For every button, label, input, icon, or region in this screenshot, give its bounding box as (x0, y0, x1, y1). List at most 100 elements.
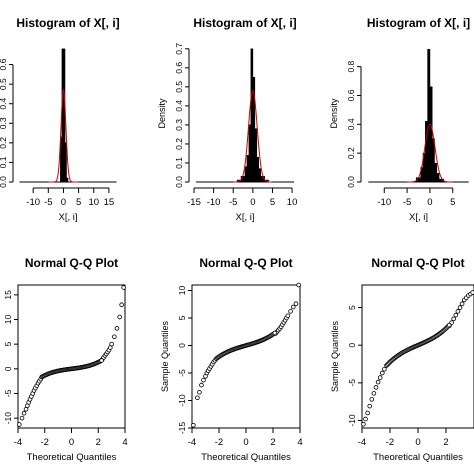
qq-point (285, 313, 291, 319)
qq-point (451, 316, 457, 322)
y-tick-label: 0.0 (346, 176, 356, 188)
y-axis: 0.0 0.2 0.4 0.6 0.8 (346, 60, 362, 188)
y-tick-label: -10 (3, 412, 13, 425)
qq-point (293, 301, 299, 307)
x-axis-label: X[, i] (58, 212, 77, 223)
y-tick-label: 0.6 (174, 62, 184, 74)
qq-point (99, 358, 104, 363)
x-axis: -4 -2 0 2 4 (188, 427, 303, 448)
qq-point (195, 395, 200, 401)
qq-point (19, 415, 25, 421)
x-tick-label: -15 (187, 197, 201, 208)
y-tick-label: -5 (347, 379, 357, 387)
qq-point (119, 302, 124, 308)
x-tick-label: 0 (415, 437, 420, 448)
y-tick-label: 0.2 (174, 138, 184, 150)
x-tick-label: -2 (41, 437, 49, 448)
x-tick-label: -10 (207, 197, 221, 208)
density-curve (233, 90, 273, 183)
plot-frame (361, 284, 474, 429)
qq-point (109, 341, 114, 347)
x-tick-label: -5 (44, 197, 52, 208)
x-tick-label: -10 (26, 197, 40, 208)
qq-point (375, 379, 381, 385)
histogram-bar (431, 138, 435, 183)
qq-point (117, 314, 122, 320)
x-tick-label: 0 (61, 197, 66, 208)
y-tick-label: -15 (177, 422, 187, 435)
chart-title: Normal Q-Q Plot (371, 256, 464, 270)
y-tick-label: 0 (347, 343, 357, 348)
y-tick-label: 5 (347, 305, 357, 310)
y-axis: -10 -5 0 5 (347, 305, 363, 427)
plot-frame (17, 284, 126, 429)
y-axis-label: Sample Quantiles (160, 320, 170, 392)
x-axis-label: X[, i] (235, 212, 254, 223)
panel-1: Histogram of X[, i] -10 -5 0 5 10 15 X[, i] 0.00… (0, 16, 120, 223)
x-tick-label: 2 (270, 437, 275, 448)
x-tick-label: -5 (403, 197, 411, 208)
x-tick-label: 15 (104, 197, 115, 208)
histogram-bars (415, 49, 444, 183)
y-tick-label: 0.3 (174, 119, 184, 131)
qq-point (191, 422, 196, 428)
qq-point (272, 330, 278, 336)
x-axis: -10 -5 0 5 (377, 187, 455, 208)
x-tick-label: 0 (427, 197, 432, 208)
x-tick-label: 10 (287, 197, 298, 208)
x-tick-label: 0 (243, 437, 248, 448)
qq-points (361, 290, 474, 427)
qq-point (201, 377, 206, 383)
x-tick-label: -2 (215, 437, 223, 448)
y-tick-label: -5 (3, 389, 13, 397)
y-tick-label: 0.2 (346, 147, 356, 159)
y-tick-label: -5 (177, 369, 187, 377)
panel-4: Normal Q-Q Plot -4 -2 0 2 4 Theoretical Quanti… (3, 256, 128, 463)
y-tick-label: -10 (177, 394, 187, 407)
y-tick-label: 5 (3, 342, 13, 347)
y-axis: -10 -5 0 5 10 15 (3, 290, 19, 425)
y-axis-label: Density (157, 98, 167, 129)
qq-point (296, 282, 301, 288)
y-tick-label: 0 (3, 366, 13, 371)
chart-title: Normal Q-Q Plot (199, 256, 292, 270)
y-tick-label: 0.8 (346, 60, 356, 72)
x-tick-label: 5 (450, 197, 455, 208)
qq-point (361, 421, 366, 427)
y-tick-label: 5 (177, 315, 187, 320)
histogram-bar (66, 177, 69, 183)
qq-point (290, 304, 296, 310)
qq-point (288, 309, 293, 314)
histogram-bar (436, 173, 440, 183)
x-tick-label: 4 (297, 437, 302, 448)
x-axis: -4 -2 0 2 (358, 427, 449, 448)
density-curve (407, 123, 453, 183)
y-tick-label: 10 (3, 315, 13, 325)
x-tick-label: 2 (443, 437, 448, 448)
y-tick-label: 0.0 (0, 176, 8, 188)
chart-title: Histogram of X[, i] (16, 16, 119, 30)
y-tick-label: 0.4 (174, 100, 184, 112)
x-axis: -15 -10 -5 0 5 10 (187, 187, 298, 208)
x-tick-label: -4 (188, 437, 196, 448)
x-tick-label: 0 (250, 197, 255, 208)
qq-point (121, 285, 126, 290)
qq-point (459, 301, 465, 307)
chart-title: Histogram of X[, i] (193, 16, 296, 30)
y-tick-label: 0.6 (346, 89, 356, 101)
y-axis: 0.0 0.1 0.2 0.3 0.4 0.5 0.6 0.7 (174, 43, 190, 188)
qq-point (367, 403, 373, 409)
qq-point (379, 370, 385, 376)
x-axis-label: Theoretical Quantiles (201, 452, 291, 463)
panel-6: Normal Q-Q Plot -4 -2 0 2 Theoretical Quantil… (330, 256, 474, 463)
qq-points (191, 282, 301, 428)
y-tick-label: 10 (177, 286, 187, 296)
x-tick-label: 5 (76, 197, 81, 208)
y-tick-label: 0.4 (346, 118, 356, 130)
qq-point (455, 309, 461, 314)
x-tick-label: 10 (88, 197, 99, 208)
y-axis: 0.0 0.1 0.2 0.3 0.4 0.5 0.6 (0, 58, 14, 188)
y-tick-label: 0.7 (174, 43, 184, 55)
chart-title: Normal Q-Q Plot (25, 256, 118, 270)
panel-5: Normal Q-Q Plot -4 -2 0 2 4 Theoretical Quanti… (160, 256, 303, 463)
